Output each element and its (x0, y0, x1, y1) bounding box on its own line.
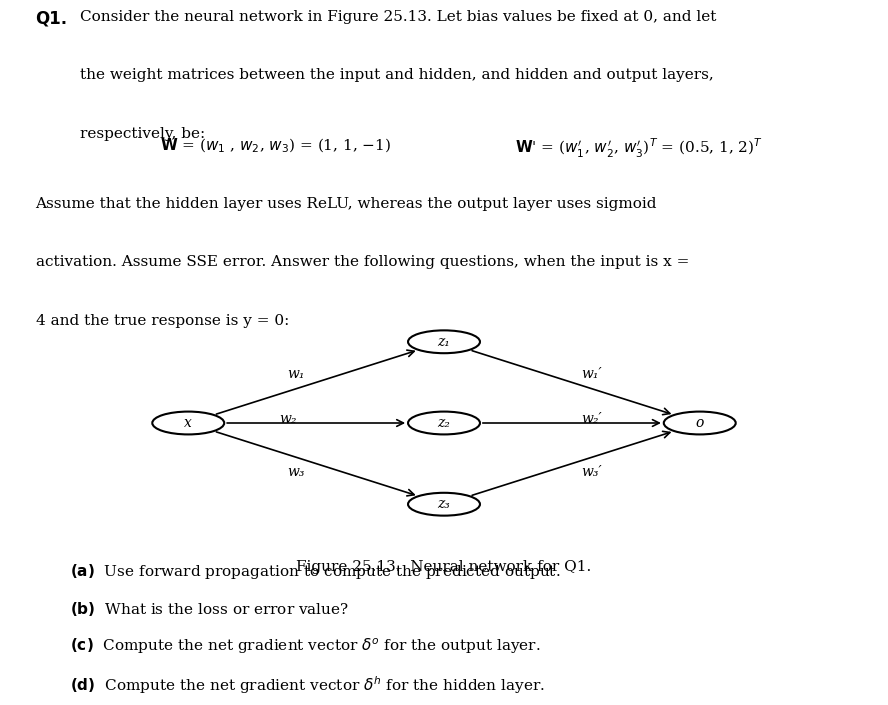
Text: w₂′: w₂′ (582, 412, 602, 427)
Text: w₁′: w₁′ (582, 367, 602, 381)
Circle shape (408, 412, 480, 434)
Text: o: o (695, 416, 704, 430)
Text: 4 and the true response is y = 0:: 4 and the true response is y = 0: (36, 314, 289, 328)
Text: respectively, be:: respectively, be: (80, 127, 205, 141)
Text: x: x (185, 416, 192, 430)
Text: $\mathbf{W}$ = ($w_1$ , $w_2$, $w_3$) = (1, 1, −1): $\mathbf{W}$ = ($w_1$ , $w_2$, $w_3$) = … (160, 137, 391, 155)
Text: w₁: w₁ (288, 367, 305, 381)
Text: $\mathbf{(b)}$  What is the loss or error value?: $\mathbf{(b)}$ What is the loss or error… (70, 599, 349, 618)
Text: Consider the neural network in Figure 25.13. Let bias values be fixed at 0, and : Consider the neural network in Figure 25… (80, 9, 717, 23)
Text: $\mathbf{(c)}$  Compute the net gradient vector $\delta^o$ for the output layer.: $\mathbf{(c)}$ Compute the net gradient … (70, 637, 541, 656)
Text: z₂: z₂ (438, 416, 450, 430)
Circle shape (153, 412, 224, 434)
Text: z₁: z₁ (438, 335, 450, 349)
Text: Q1.: Q1. (36, 9, 67, 27)
Text: Figure 25.13.  Neural network for Q1.: Figure 25.13. Neural network for Q1. (297, 560, 591, 574)
Text: w₂: w₂ (280, 412, 297, 427)
Text: Assume that the hidden layer uses ReLU, whereas the output layer uses sigmoid: Assume that the hidden layer uses ReLU, … (36, 197, 657, 211)
Text: w₃: w₃ (288, 465, 305, 479)
Text: z₃: z₃ (438, 497, 450, 511)
Text: activation. Assume SSE error. Answer the following questions, when the input is : activation. Assume SSE error. Answer the… (36, 255, 689, 269)
Circle shape (408, 331, 480, 353)
Text: w₃′: w₃′ (582, 465, 602, 479)
Circle shape (408, 493, 480, 515)
Circle shape (663, 412, 735, 434)
Text: $\mathbf{(d)}$  Compute the net gradient vector $\delta^h$ for the hidden layer.: $\mathbf{(d)}$ Compute the net gradient … (70, 674, 545, 696)
Text: $\mathbf{(a)}$  Use forward propagation to compute the predicted output.: $\mathbf{(a)}$ Use forward propagation t… (70, 563, 560, 582)
Text: the weight matrices between the input and hidden, and hidden and output layers,: the weight matrices between the input an… (80, 68, 714, 82)
Text: $\mathbf{W}$' = ($w_1'$, $w_2'$, $w_3'$)$^T$ = (0.5, 1, 2)$^T$: $\mathbf{W}$' = ($w_1'$, $w_2'$, $w_3'$)… (515, 137, 763, 159)
